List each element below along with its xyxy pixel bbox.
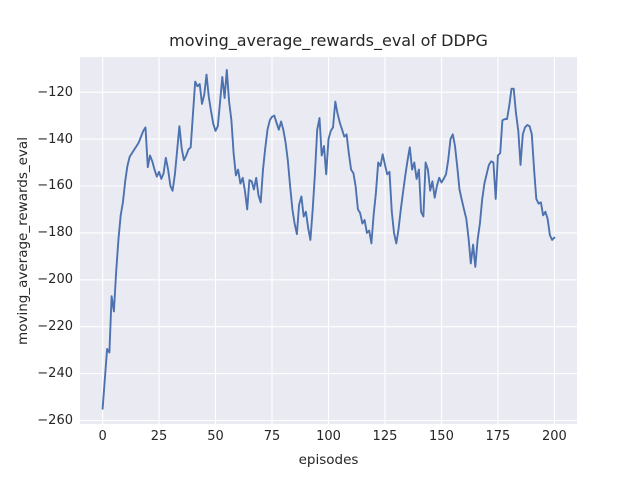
y-axis-label: moving_average_rewards_eval: [15, 137, 31, 345]
x-tick-label: 125: [372, 429, 398, 444]
x-axis-label: episodes: [298, 452, 359, 468]
y-tick-label: −260: [37, 412, 73, 428]
x-tick-label: 175: [485, 429, 511, 444]
x-tick-label: 25: [150, 429, 168, 444]
y-tick-label: −240: [37, 366, 73, 382]
x-tick-label: 50: [207, 429, 224, 444]
x-tick-label: 0: [98, 429, 107, 444]
x-tick-label: 200: [541, 429, 567, 444]
line-chart: [80, 57, 577, 424]
y-tick-label: −220: [37, 319, 73, 335]
y-tick-label: −160: [37, 178, 73, 194]
reward-line: [101, 68, 556, 410]
x-tick-label: 150: [429, 429, 454, 444]
y-tick-label: −180: [37, 225, 73, 241]
chart-title: moving_average_rewards_eval of DDPG: [169, 31, 488, 50]
x-tick-label: 100: [316, 429, 341, 444]
y-tick-label: −140: [37, 131, 73, 147]
x-tick-label: 75: [263, 429, 281, 444]
y-tick-label: −120: [37, 84, 73, 100]
plot-area: [80, 57, 577, 424]
y-tick-label: −200: [37, 272, 73, 288]
